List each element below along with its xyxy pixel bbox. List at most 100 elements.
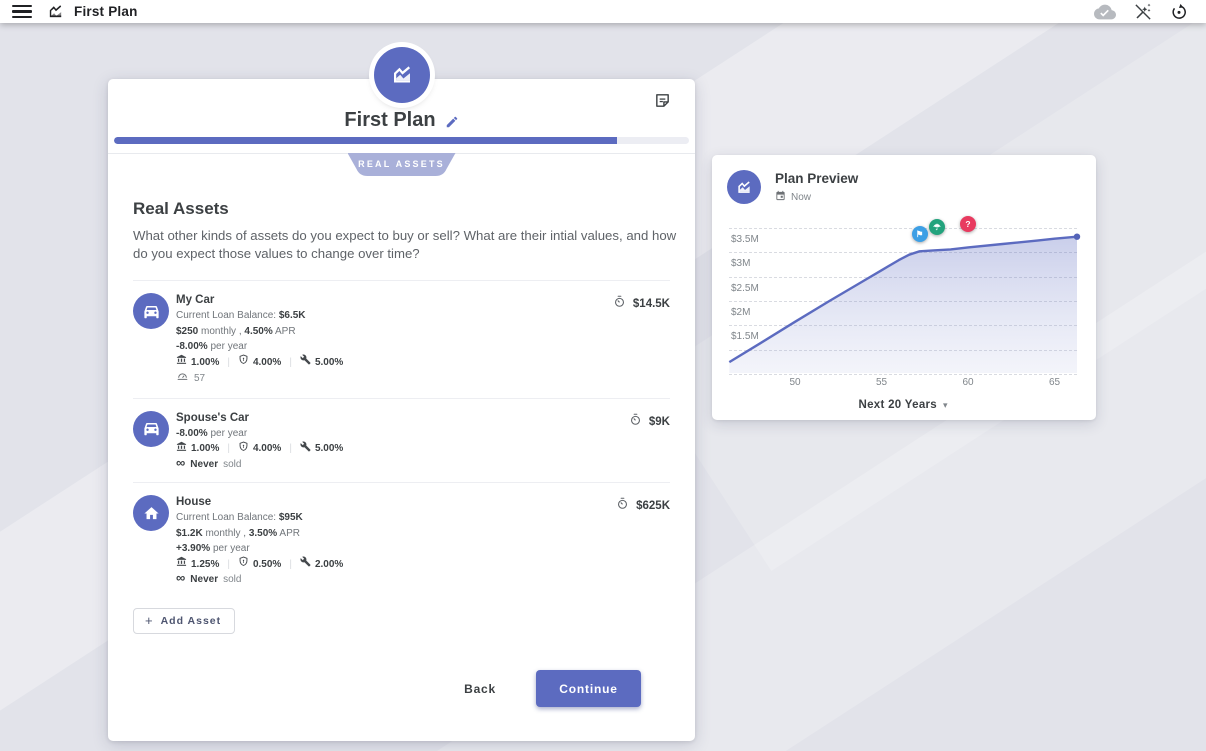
calendar-icon [775,190,786,204]
asset-value-row: $14.5K [613,293,670,313]
insurance-rate: 0.50% [238,556,281,573]
continue-button[interactable]: Continue [536,670,641,707]
maintenance-icon [300,441,311,458]
tax-icon [176,354,187,371]
add-asset-label: Add Asset [160,615,222,627]
y-axis-label: $1.5M [731,331,759,343]
insurance-icon [238,441,249,458]
separator: | [227,356,230,368]
asset-rates: 1.25% | 0.50% | 2.00% [176,556,616,573]
maintenance-icon [300,556,311,573]
plan-title: First Plan [344,109,436,131]
y-axis-label: $3M [731,258,751,270]
milestone-marker-umbrella[interactable]: ☂ [928,219,945,235]
section-ribbon-label: REAL ASSETS [358,159,445,169]
area-chart [728,233,1081,373]
tax-icon [176,556,187,573]
section-heading: Real Assets [133,199,229,218]
back-button[interactable]: Back [458,681,502,697]
infinity-icon: ∞ [176,454,186,470]
asset-detail-line: +3.90% per year [176,543,250,554]
asset-detail-line: Current Loan Balance: $6.5K [176,310,306,321]
x-axis-label: 50 [789,377,801,388]
asset-details: Spouse's Car -8.00% per year 1.00% | 4.00%… [176,411,629,473]
timer-icon [616,497,629,515]
asset-details: House Current Loan Balance: $95K $1.2K mo… [176,495,616,588]
asset-value-row: $625K [616,495,670,515]
maintenance-rate: 5.00% [300,441,343,458]
preview-timeframe: Now [775,190,858,204]
y-axis-label: $2.5M [731,282,759,294]
plan-title-row: First Plan [108,109,695,132]
plus-icon: + [145,613,154,628]
app-title: First Plan [74,4,138,19]
menu-icon[interactable] [12,5,32,18]
separator: | [227,443,230,454]
preview-timeframe-label: Now [791,191,812,203]
progress-bar [114,137,689,144]
maintenance-rate: 2.00% [300,556,343,573]
asset-row[interactable]: My Car Current Loan Balance: $6.5K $250 m… [133,280,670,398]
gridline [729,373,1077,375]
tax-rate: 1.00% [176,441,219,458]
range-selector[interactable]: Next 20 Years ▾ [729,395,1077,413]
timer-icon [613,295,626,313]
y-axis-label: $2M [731,306,751,318]
add-asset-button[interactable]: + Add Asset [133,608,236,634]
x-axis-label: 60 [962,377,974,388]
tax-rate: 1.25% [176,556,219,573]
chart-end-dot [1073,233,1081,240]
question-icon: ? [965,219,971,229]
milestone-marker-question[interactable]: ? [960,216,976,232]
auto-fix-off-icon[interactable] [1134,3,1152,21]
caret-down-icon: ▾ [942,400,948,410]
home-icon [133,495,169,531]
y-axis-label: $3.5M [731,234,759,245]
odometer-icon [176,370,189,388]
tax-icon [176,441,187,458]
app-bar: First Plan [0,0,1206,23]
plan-preview-card: Plan Preview Now [712,155,1096,420]
tax-rate: 1.00% [176,354,219,371]
range-selector-label: Next 20 Years [858,399,937,411]
separator: | [289,558,292,570]
insurance-rate: 4.00% [238,441,281,458]
asset-name: House [176,496,212,508]
insurance-icon [238,354,249,371]
asset-detail-line: -8.00% per year [176,341,248,352]
asset-sold-row: ∞ Never sold [176,454,629,473]
x-axis-label: 55 [875,377,888,388]
insurance-rate: 4.00% [238,354,281,371]
preview-title: Plan Preview [775,171,859,186]
gridline [729,252,1077,254]
asset-value: $625K [636,500,670,512]
plan-logo-avatar [373,47,430,103]
preview-header: Plan Preview Now [727,170,858,204]
asset-name: My Car [176,294,215,306]
infinity-icon: ∞ [176,570,186,588]
maintenance-rate: 5.00% [300,354,343,371]
note-icon[interactable] [654,92,671,114]
gridline [729,228,1077,229]
infinity-icon: ∞ [176,454,186,473]
insurance-icon [238,556,249,573]
preview-logo-avatar [727,170,761,204]
asset-sold-row: 57 [176,370,613,388]
umbrella-icon: ☂ [933,221,941,232]
edit-icon[interactable] [445,115,459,129]
asset-row[interactable]: House Current Loan Balance: $95K $1.2K mo… [133,482,670,598]
restore-icon[interactable] [1170,3,1188,21]
section-ribbon: REAL ASSETS [348,153,456,176]
footer-actions: Back Continue [458,670,641,707]
cloud-done-icon[interactable] [1094,4,1116,20]
asset-detail-lines: -8.00% per year [176,426,629,442]
plan-form-card: First Plan REAL ASSETS Real Assets What … [108,47,695,741]
asset-row[interactable]: Spouse's Car -8.00% per year 1.00% | 4.00%… [133,397,670,483]
milestone-marker-flag[interactable]: ⚑ [911,226,928,242]
timer-icon [629,413,642,431]
separator: | [227,558,230,570]
section-description: What other kinds of assets do you expect… [133,228,677,261]
asset-value-row: $9K [629,411,670,431]
infinity-icon: ∞ [176,570,186,585]
